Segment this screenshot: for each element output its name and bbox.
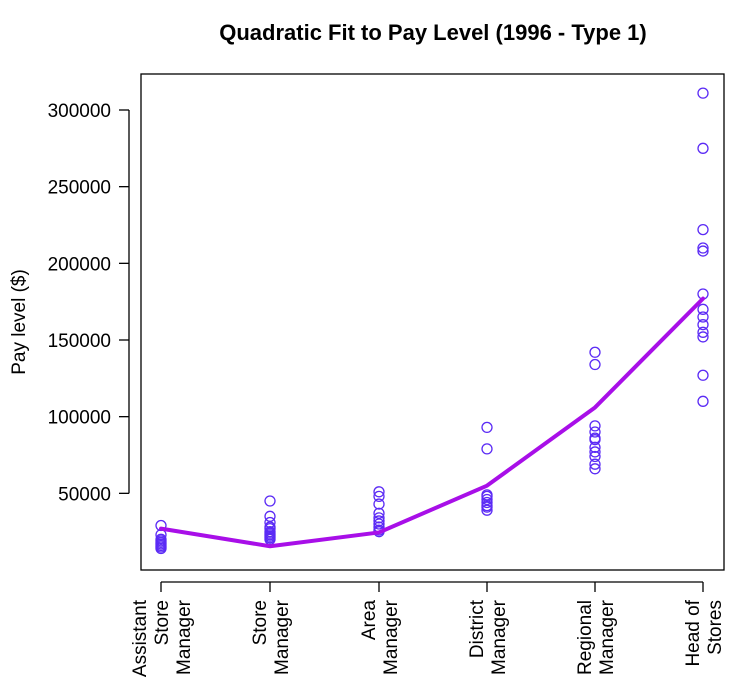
data-point: [589, 346, 601, 358]
x-tick-label: Assistant: [130, 599, 151, 677]
data-point: [481, 499, 493, 512]
data-point: [481, 421, 493, 434]
y-axis-title: Pay level ($): [9, 269, 30, 375]
data-point: [697, 326, 709, 338]
chart-title: Quadratic Fit to Pay Level (1996 - Type …: [219, 20, 647, 45]
fit-line: [159, 296, 705, 549]
data-point: [697, 319, 709, 331]
data-point: [697, 87, 709, 99]
data-point: [373, 512, 385, 524]
data-point: [589, 426, 601, 438]
x-tick-label: Manager: [597, 599, 618, 675]
x-tick-label: Regional: [575, 600, 596, 675]
y-tick-label: 100000: [48, 408, 111, 429]
data-point: [264, 510, 276, 522]
plot-frame: [140, 73, 725, 571]
data-point: [589, 446, 601, 458]
data-point: [697, 245, 709, 257]
data-point: [589, 358, 601, 371]
data-point: [697, 142, 709, 154]
data-point: [589, 420, 601, 432]
data-point: [697, 242, 709, 254]
data-point: [697, 369, 709, 381]
data-point: [481, 443, 493, 455]
data-point: [155, 533, 167, 545]
data-point: [373, 515, 385, 527]
x-tick-label: District: [467, 599, 488, 658]
data-point: [264, 526, 276, 538]
data-point: [589, 441, 601, 453]
data-point: [481, 496, 493, 509]
x-tick-label: Manager: [489, 599, 510, 675]
data-point: [373, 486, 385, 498]
data-point: [373, 518, 385, 530]
x-tick-label: Area: [359, 600, 380, 641]
data-point: [589, 458, 601, 470]
data-point: [373, 490, 385, 503]
x-tick-label: Stores: [705, 600, 726, 655]
x-tick-label: Manager: [381, 599, 402, 675]
data-point: [697, 395, 709, 407]
data-point: [481, 504, 493, 516]
y-tick-label: 300000: [48, 101, 111, 122]
x-tick-label: Store: [152, 600, 173, 645]
data-point: [481, 489, 493, 501]
y-tick-label: 50000: [58, 484, 111, 505]
y-tick-label: 250000: [48, 178, 111, 199]
x-tick-label: Store: [250, 600, 271, 645]
data-point: [481, 493, 493, 506]
data-point: [589, 450, 601, 463]
y-axis: 50000 100000 150000 200000 250000 300000: [48, 101, 130, 505]
data-point: [589, 432, 601, 444]
y-tick-label: 200000: [48, 254, 111, 275]
data-point: [264, 516, 276, 529]
data-point: [373, 507, 385, 519]
y-tick-label: 150000: [48, 331, 111, 352]
data-point: [697, 331, 709, 343]
data-point: [697, 311, 709, 323]
x-tick-label: Manager: [272, 599, 293, 675]
data-point: [697, 223, 709, 236]
data-point: [373, 498, 385, 510]
data-point: [697, 303, 709, 315]
data-point: [264, 495, 276, 507]
data-points: [155, 87, 709, 555]
data-point: [589, 463, 601, 475]
x-tick-label: Head of: [683, 599, 704, 666]
data-point: [264, 521, 276, 533]
x-tick-label: Manager: [174, 599, 195, 675]
x-axis: Assistant Store Manager Store Manager Area Man…: [130, 581, 726, 677]
